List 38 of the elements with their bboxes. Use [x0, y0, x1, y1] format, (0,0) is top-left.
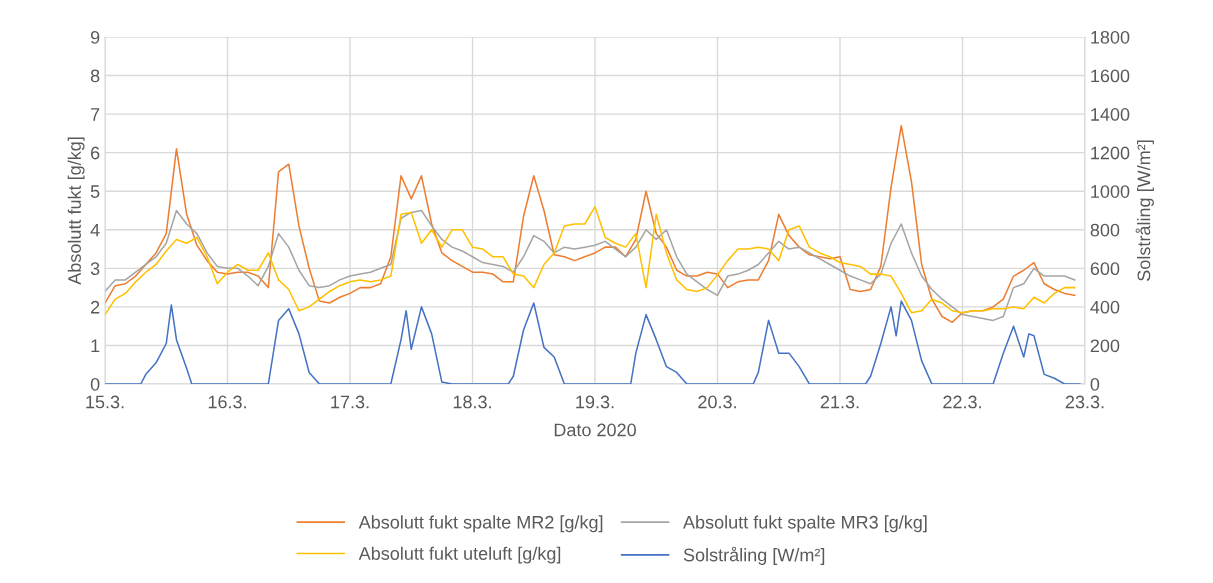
legend-label: Absolutt fukt uteluft [g/kg] — [358, 546, 561, 564]
y2-tick-label: 1400 — [1091, 108, 1130, 121]
legend-label: Absolutt fukt spalte MR3 [g/kg] — [683, 515, 927, 533]
line-series — [105, 124, 1076, 324]
y-tick-label: 2 — [91, 300, 100, 314]
x-axis-title: Dato 2020 — [554, 423, 636, 437]
legend-label: Solstråling [W/m²] — [683, 546, 825, 565]
y2-tick-label: 0 — [1090, 377, 1100, 391]
y-tick-label: 8 — [90, 69, 100, 83]
x-tick-label: 15.3. — [86, 395, 124, 409]
y2-tick-label: 200 — [1090, 339, 1120, 353]
y-tick-label: 7 — [91, 108, 100, 121]
y2-tick-label: 800 — [1090, 223, 1120, 237]
y-tick-label: 5 — [90, 185, 100, 198]
y2-axis-title: Solstråling [W/m²] — [1135, 140, 1154, 281]
y-tick-label: 4 — [90, 223, 100, 237]
x-tick-label: 21.3. — [820, 395, 859, 409]
x-tick-label: 17.3. — [331, 395, 369, 409]
y2-tick-label: 600 — [1090, 262, 1120, 276]
y2-tick-label: 1600 — [1091, 69, 1130, 83]
x-tick-label: 22.3. — [943, 395, 981, 409]
line-series — [105, 300, 1081, 384]
y-tick-label: 9 — [90, 30, 100, 44]
y-tick-label: 3 — [90, 262, 100, 276]
x-tick-label: 20.3. — [698, 395, 736, 409]
x-tick-label: 23.3. — [1065, 395, 1104, 409]
legend-label: Absolutt fukt spalte MR2 [g/kg] — [358, 515, 603, 533]
x-tick-label: 19.3. — [576, 395, 614, 409]
x-tick-label: 16.3. — [208, 395, 246, 409]
y-tick-label: 0 — [90, 377, 100, 391]
y2-tick-label: 400 — [1090, 300, 1120, 314]
y2-tick-label: 1000 — [1091, 185, 1130, 198]
y2-tick-label: 1800 — [1091, 30, 1130, 44]
y-tick-label: 1 — [91, 339, 100, 352]
y-axis-title: Absolutt fukt [g/kg] — [67, 137, 85, 285]
y-tick-label: 6 — [91, 146, 100, 160]
x-tick-label: 18.3. — [453, 395, 491, 409]
y2-tick-label: 1200 — [1091, 146, 1130, 160]
